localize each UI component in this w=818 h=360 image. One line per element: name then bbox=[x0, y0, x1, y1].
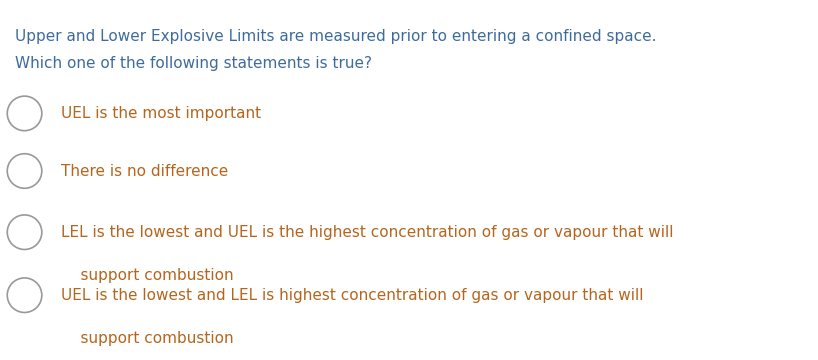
Text: support combustion: support combustion bbox=[61, 268, 234, 283]
Text: support combustion: support combustion bbox=[61, 331, 234, 346]
Text: Upper and Lower Explosive Limits are measured prior to entering a confined space: Upper and Lower Explosive Limits are mea… bbox=[15, 29, 656, 44]
Text: UEL is the lowest and LEL is highest concentration of gas or vapour that will: UEL is the lowest and LEL is highest con… bbox=[61, 288, 644, 303]
Text: UEL is the most important: UEL is the most important bbox=[61, 106, 262, 121]
Text: LEL is the lowest and UEL is the highest concentration of gas or vapour that wil: LEL is the lowest and UEL is the highest… bbox=[61, 225, 674, 240]
Text: There is no difference: There is no difference bbox=[61, 163, 228, 179]
Text: Which one of the following statements is true?: Which one of the following statements is… bbox=[15, 56, 371, 71]
